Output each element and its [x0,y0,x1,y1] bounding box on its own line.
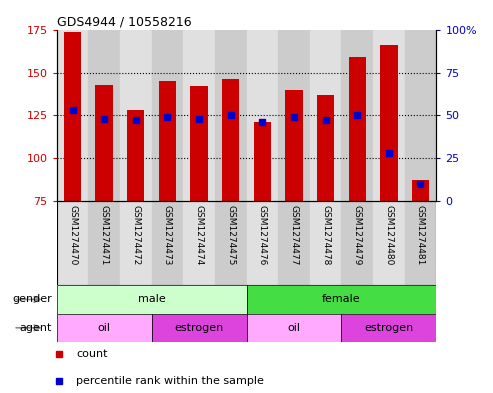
Text: GSM1274474: GSM1274474 [195,205,204,265]
Bar [278,201,310,285]
Bar [57,201,88,285]
Bar [246,201,278,285]
Bar [57,30,88,201]
Text: GSM1274475: GSM1274475 [226,205,235,265]
Bar [152,30,183,201]
Bar [57,285,246,314]
Text: oil: oil [287,323,300,333]
Bar [317,95,334,201]
Bar [380,45,397,201]
Text: male: male [138,294,166,305]
Bar [159,81,176,201]
Bar [222,79,240,201]
Bar [310,30,341,201]
Text: GSM1274481: GSM1274481 [416,205,425,265]
Bar [215,201,246,285]
Text: gender: gender [12,294,52,305]
Text: GSM1274476: GSM1274476 [258,205,267,265]
Bar [88,201,120,285]
Bar [412,180,429,201]
Text: percentile rank within the sample: percentile rank within the sample [76,376,264,386]
Bar [349,57,366,201]
Bar [341,314,436,342]
Bar [152,201,183,285]
Text: GDS4944 / 10558216: GDS4944 / 10558216 [57,16,191,29]
Bar [190,86,208,201]
Bar [405,30,436,201]
Bar [120,201,152,285]
Text: estrogen: estrogen [175,323,224,333]
Text: GSM1274472: GSM1274472 [131,205,141,265]
Bar [152,314,246,342]
Text: estrogen: estrogen [364,323,414,333]
Bar [341,201,373,285]
Bar [253,122,271,201]
Bar [64,31,81,201]
Text: oil: oil [98,323,110,333]
Bar [183,30,215,201]
Bar [57,314,152,342]
Text: GSM1274479: GSM1274479 [352,205,362,265]
Bar [285,90,303,201]
Text: GSM1274480: GSM1274480 [385,205,393,265]
Bar [341,30,373,201]
Bar [183,201,215,285]
Bar [215,30,246,201]
Text: count: count [76,349,108,359]
Text: GSM1274478: GSM1274478 [321,205,330,265]
Text: GSM1274470: GSM1274470 [68,205,77,265]
Text: GSM1274473: GSM1274473 [163,205,172,265]
Bar [373,201,405,285]
Bar [88,30,120,201]
Bar [246,285,436,314]
Bar [246,314,341,342]
Text: female: female [322,294,361,305]
Bar [96,84,113,201]
Bar [405,201,436,285]
Text: GSM1274471: GSM1274471 [100,205,108,265]
Bar [373,30,405,201]
Bar [127,110,144,201]
Bar [120,30,152,201]
Bar [278,30,310,201]
Text: agent: agent [19,323,52,333]
Bar [310,201,341,285]
Bar [246,30,278,201]
Text: GSM1274477: GSM1274477 [289,205,298,265]
